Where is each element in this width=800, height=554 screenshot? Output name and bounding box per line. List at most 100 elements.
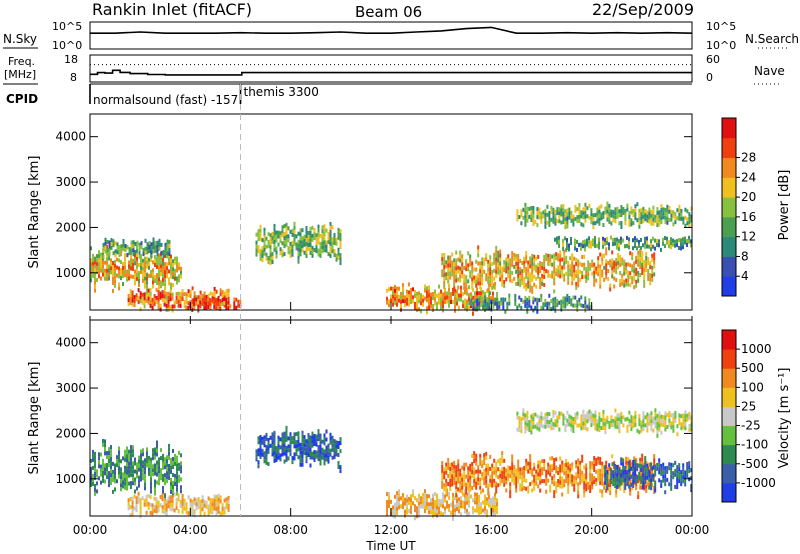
echo-cell [559,250,562,255]
echo-cell [660,247,662,252]
echo-cell [127,298,130,303]
echo-cell [573,483,576,488]
echo-cell [153,294,156,299]
echo-cell [273,231,276,236]
echo-cell [664,236,666,241]
echo-cell [305,447,308,452]
echo-cell [331,443,334,448]
echo-cell [640,420,643,425]
echo-cell [273,458,276,463]
echo-cell [540,423,543,428]
echo-cell [574,295,577,300]
echo-cell [522,215,525,220]
echo-cell [651,471,654,475]
echo-cell [651,273,654,278]
velocity-heatmap-layer [90,408,693,521]
echo-cell [140,245,143,250]
echo-cell [479,265,482,270]
echo-cell [690,419,693,424]
echo-cell [424,505,426,510]
echo-cell [193,302,196,307]
echo-cell [640,424,643,429]
echo-cell [614,484,617,488]
echo-cell [511,259,514,264]
echo-cell [106,256,108,261]
echo-cell [183,292,186,297]
echo-cell [160,242,163,247]
echo-cell [527,485,530,490]
echo-cell [483,477,486,482]
echo-cell [604,418,607,423]
echo-cell [563,467,566,472]
echo-cell [271,260,274,264]
echo-cell [503,482,506,487]
colorbar-tick-label: 12 [741,230,756,244]
echo-cell [618,479,621,484]
echo-cell [114,241,117,246]
echo-cell [574,303,577,308]
echo-cell [672,424,675,429]
echo-cell [612,478,615,483]
echo-cell [608,463,611,468]
echo-cell [263,231,266,236]
echo-cell [490,299,493,304]
echo-cell [470,294,473,299]
echo-cell [501,467,504,472]
echo-cell [128,247,131,252]
echo-cell [156,248,159,253]
echo-cell [449,255,452,260]
echo-cell [524,218,527,223]
echo-cell [611,266,614,271]
echo-cell [631,256,634,261]
echo-cell [680,422,683,427]
echo-cell [289,452,292,457]
echo-cell [176,260,178,265]
echo-cell [311,225,314,230]
echo-cell [438,498,440,503]
echo-cell [129,505,132,510]
echo-cell [157,504,160,509]
echo-cell [158,246,161,251]
echo-cell [567,280,570,285]
echo-cell [538,415,541,420]
echo-cell [592,242,594,247]
echo-cell [207,297,210,301]
echo-cell [392,286,394,291]
echo-cell [215,302,218,307]
echo-cell [295,444,298,449]
echo-cell [445,466,448,471]
echo-cell [632,209,635,214]
echo-cell [181,505,184,510]
echo-cell [404,299,406,304]
echo-cell [102,268,104,273]
echo-cell [146,459,148,464]
echo-cell [564,428,567,433]
echo-cell [560,303,563,308]
echo-cell [642,477,645,482]
echo-cell [193,298,196,303]
echo-cell [92,449,94,454]
echo-cell [154,483,156,488]
echo-cell [339,245,342,250]
echo-cell [641,453,644,458]
echo-cell [670,413,673,418]
echo-cell [178,462,180,467]
echo-cell [122,472,124,477]
echo-cell [475,461,478,466]
echo-cell [526,218,529,223]
echo-cell [562,413,565,418]
echo-cell [329,221,332,226]
echo-cell [572,429,575,433]
echo-cell [104,260,106,265]
echo-cell [481,281,484,286]
echo-cell [134,277,136,282]
echo-cell [462,304,464,309]
echo-cell [612,474,615,479]
echo-cell [556,299,559,303]
echo-cell [504,309,507,314]
echo-cell [478,494,480,499]
echo-cell [632,221,635,226]
echo-cell [509,490,512,495]
echo-cell [453,282,456,287]
echo-cell [327,443,330,448]
